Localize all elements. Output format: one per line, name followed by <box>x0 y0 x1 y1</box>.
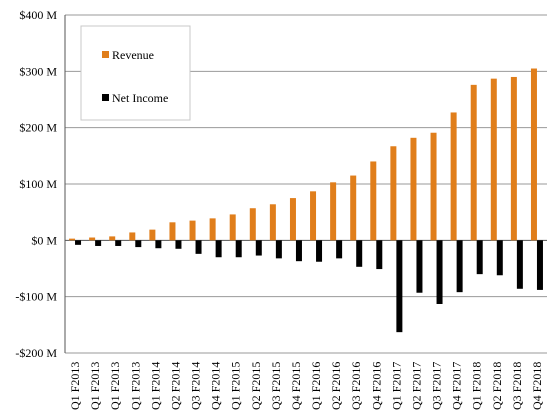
bar-revenue <box>410 137 417 241</box>
x-tick-label: Q1 F2018 <box>470 362 484 410</box>
bar-net-income <box>75 240 82 245</box>
x-tick-label: Q4 F2017 <box>450 362 464 410</box>
bar-net-income <box>235 240 242 258</box>
x-tick-label: Q1 F2013 <box>88 362 102 410</box>
y-tick-label: $300 M <box>19 64 57 78</box>
bar-net-income <box>295 240 302 262</box>
bar-revenue <box>470 84 477 241</box>
bar-revenue <box>69 238 76 241</box>
bar-net-income <box>476 240 483 275</box>
legend-box <box>80 25 191 121</box>
x-tick-label: Q3 F2017 <box>430 362 444 410</box>
legend-swatch-revenue <box>102 51 109 58</box>
y-tick-label: $0 M <box>31 233 57 247</box>
bar-revenue <box>189 220 196 241</box>
x-tick-label: Q1 F2013 <box>108 362 122 410</box>
bar-revenue <box>310 191 317 241</box>
bar-revenue <box>289 198 296 241</box>
bar-net-income <box>536 240 543 290</box>
bar-revenue <box>209 218 216 241</box>
bar-revenue <box>149 229 156 241</box>
bar-net-income <box>175 240 182 249</box>
bar-net-income <box>516 240 523 289</box>
bar-net-income <box>195 240 202 254</box>
bar-revenue <box>350 175 357 241</box>
bar-net-income <box>275 240 282 259</box>
x-tick-label: Q3 F2016 <box>349 362 363 410</box>
x-tick-label: Q2 F2016 <box>329 362 343 410</box>
bar-net-income <box>436 240 443 304</box>
bar-revenue <box>89 237 96 241</box>
bar-net-income <box>95 240 102 246</box>
y-tick-label: -$200 M <box>15 346 57 360</box>
bar-net-income <box>215 240 222 258</box>
x-tick-label: Q1 F2013 <box>68 362 82 410</box>
bar-revenue <box>330 182 337 241</box>
bar-net-income <box>336 240 343 259</box>
bar-revenue <box>129 232 136 241</box>
bar-revenue <box>450 112 457 241</box>
x-tick-label: Q2 F2017 <box>409 362 423 410</box>
y-tick-label: $200 M <box>19 121 57 135</box>
bar-net-income <box>155 240 162 249</box>
bars <box>69 68 543 333</box>
y-tick-label: $100 M <box>19 177 57 191</box>
bar-net-income <box>316 240 323 262</box>
x-tick-label: Q3 F2018 <box>510 362 524 410</box>
bar-net-income <box>356 240 363 267</box>
bar-net-income <box>376 240 383 270</box>
bar-revenue <box>229 214 236 241</box>
bar-revenue <box>169 222 176 241</box>
legend-label-revenue: Revenue <box>112 48 154 62</box>
bar-net-income <box>255 240 262 256</box>
legend-swatch-net-income <box>102 94 109 101</box>
x-tick-label: Q1 F2014 <box>148 362 162 410</box>
x-tick-label: Q1 F2017 <box>389 362 403 410</box>
legend: Revenue Net Income <box>80 25 191 121</box>
x-tick-label: Q1 F2013 <box>128 362 142 410</box>
x-tick-label: Q2 F2018 <box>490 362 504 410</box>
x-tick-label: Q4 F2014 <box>209 362 223 410</box>
bar-revenue <box>430 132 437 241</box>
bar-revenue <box>249 208 256 241</box>
y-axis: -$200 M -$100 M $0 M $100 M $200 M $300 M $400… <box>15 8 66 360</box>
bar-net-income <box>135 240 142 248</box>
x-axis: Q1 F2013 Q1 F2013 Q1 F2013 Q1 F2013 Q1 F2014… <box>68 362 544 410</box>
x-tick-label: Q1 F2016 <box>309 362 323 410</box>
bar-net-income <box>115 240 122 246</box>
y-tick-label: -$100 M <box>15 290 57 304</box>
x-tick-label: Q4 F2018 <box>530 362 544 410</box>
x-tick-label: Q1 F2015 <box>229 362 243 410</box>
x-tick-label: Q3 F2014 <box>189 362 203 410</box>
legend-label-net-income: Net Income <box>112 91 168 105</box>
y-tick-label: $400 M <box>19 8 57 22</box>
x-tick-label: Q4 F2016 <box>369 362 383 410</box>
x-tick-label: Q2 F2014 <box>168 362 182 410</box>
x-tick-label: Q4 F2015 <box>289 362 303 410</box>
bar-revenue <box>530 68 537 241</box>
x-tick-label: Q2 F2015 <box>249 362 263 410</box>
bar-net-income <box>496 240 503 276</box>
bar-net-income <box>456 240 463 293</box>
bar-net-income <box>416 240 423 293</box>
bar-revenue <box>510 76 517 241</box>
bar-revenue <box>490 78 497 241</box>
bar-revenue <box>269 204 276 241</box>
bar-revenue <box>370 161 377 241</box>
bar-revenue <box>390 146 397 241</box>
bar-revenue <box>109 236 116 241</box>
x-tick-label: Q3 F2015 <box>269 362 283 410</box>
bar-net-income <box>396 240 403 333</box>
